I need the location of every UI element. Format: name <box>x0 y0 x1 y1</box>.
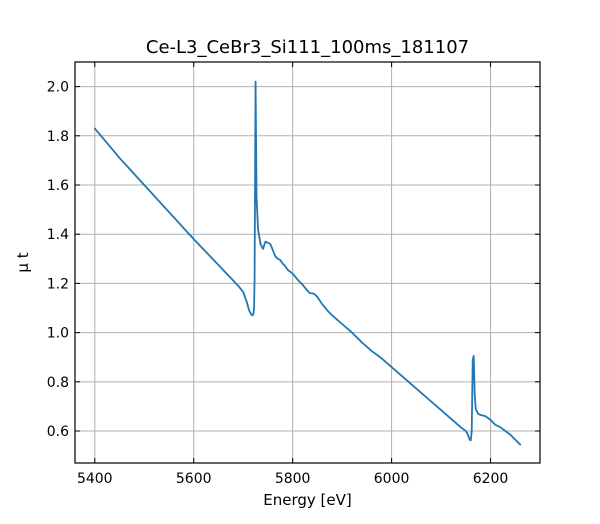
y-tick-label: 1.2 <box>47 276 69 292</box>
y-tick-label: 0.6 <box>47 424 69 440</box>
axis-ticks: 5400 5600 5800 6000 6200 0.6 0.8 1.0 1.2 1.4 1.6 1.… <box>47 62 540 487</box>
x-tick-label: 5600 <box>176 471 212 487</box>
y-axis-label: μ t <box>14 252 32 272</box>
x-tick-label: 5400 <box>77 471 113 487</box>
series-line <box>93 80 522 446</box>
plot-frame <box>74 61 541 464</box>
x-tick-label: 5800 <box>275 471 311 487</box>
chart-title: Ce-L3_CeBr3_Si111_100ms_181107 <box>146 37 469 58</box>
x-axis-label: Energy [eV] <box>263 491 351 509</box>
y-tick-label: 2.0 <box>47 80 69 96</box>
grid <box>75 62 540 463</box>
x-tick-label: 6200 <box>473 471 509 487</box>
y-tick-label: 0.8 <box>47 375 69 391</box>
series-layer <box>93 80 522 446</box>
y-tick-label: 1.8 <box>47 129 69 145</box>
y-tick-label: 1.0 <box>47 326 69 342</box>
y-tick-label: 1.6 <box>47 178 69 194</box>
y-tick-label: 1.4 <box>47 227 69 243</box>
x-tick-label: 6000 <box>374 471 410 487</box>
